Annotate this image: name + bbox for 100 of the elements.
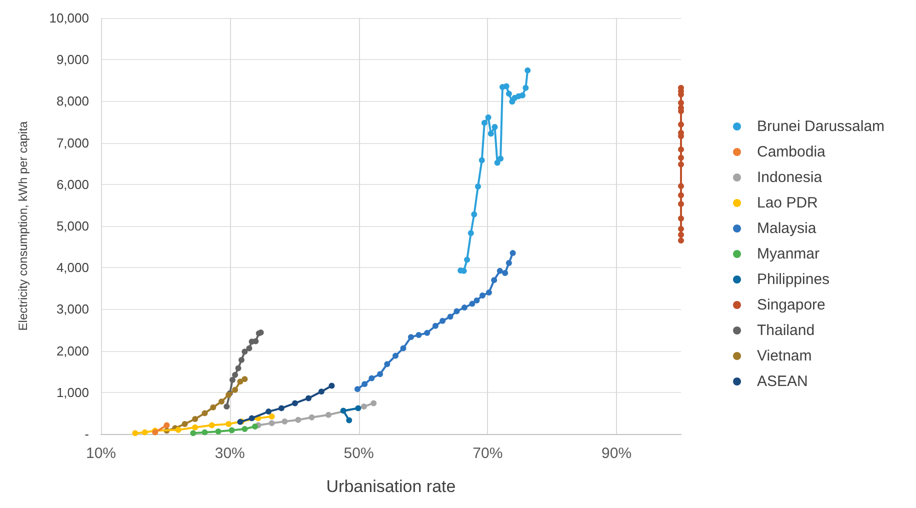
point: [340, 408, 346, 414]
point: [478, 157, 485, 164]
point: [132, 430, 138, 436]
legend-label: Brunei Darussalam: [757, 118, 885, 135]
point: [346, 417, 352, 424]
point: [377, 371, 384, 378]
point: [678, 232, 684, 238]
point: [142, 429, 148, 436]
point: [306, 395, 312, 402]
point: [360, 404, 367, 410]
point: [362, 381, 368, 388]
y-tick-label: 7,000: [56, 135, 89, 150]
point: [308, 414, 315, 420]
point: [678, 100, 684, 106]
point: [215, 428, 222, 434]
y-tick-label: 10,000: [49, 10, 89, 26]
point: [678, 192, 684, 198]
point: [678, 183, 684, 190]
point: [461, 304, 468, 311]
point: [224, 404, 230, 410]
point: [190, 430, 196, 436]
point: [182, 421, 188, 428]
point: [202, 429, 208, 436]
point: [492, 124, 498, 130]
point: [292, 400, 298, 406]
point: [678, 121, 684, 128]
point: [678, 216, 684, 222]
point: [474, 297, 480, 304]
point: [510, 250, 516, 256]
point: [252, 424, 258, 430]
point: [202, 410, 208, 416]
legend-label: Lao PDR: [757, 194, 818, 212]
point: [232, 372, 238, 378]
point: [218, 398, 225, 405]
point: [355, 405, 362, 412]
y-tick-label: 9,000: [56, 52, 89, 68]
point: [192, 424, 198, 430]
point: [268, 420, 275, 426]
point: [498, 156, 504, 162]
point: [328, 382, 335, 389]
point: [392, 352, 399, 359]
point: [506, 260, 512, 266]
point: [368, 375, 375, 382]
legend-label: Singapore: [757, 296, 826, 314]
x-tick-label: 70%: [472, 445, 503, 462]
point: [481, 120, 488, 126]
point: [678, 226, 684, 232]
point: [432, 322, 438, 329]
x-tick-label: 90%: [602, 445, 632, 462]
x-axis-title: Urbanisation rate: [326, 477, 456, 496]
point: [295, 416, 302, 423]
point: [408, 334, 414, 340]
point: [400, 345, 406, 352]
point: [447, 314, 454, 320]
legend-label: Vietnam: [757, 348, 812, 364]
legend-label: ASEAN: [757, 373, 808, 390]
point: [496, 268, 503, 274]
point: [237, 378, 244, 385]
point: [354, 386, 360, 392]
point: [242, 426, 248, 432]
point: [242, 376, 248, 382]
point: [424, 330, 430, 336]
point: [678, 154, 684, 161]
y-tick-label: 5,000: [56, 218, 89, 234]
point: [248, 415, 255, 422]
point: [242, 348, 248, 355]
point: [325, 412, 332, 418]
y-axis-title: Electricity consumption, kWh per capita: [16, 120, 30, 331]
legend-label: Philippines: [757, 271, 830, 288]
point: [416, 332, 422, 338]
point: [226, 421, 232, 428]
y-tick-label: 3,000: [56, 302, 89, 317]
point: [486, 290, 492, 296]
point: [228, 427, 235, 434]
y-tick-label: 2,000: [56, 343, 89, 358]
point: [278, 405, 284, 412]
point: [506, 90, 512, 97]
point: [502, 270, 508, 276]
point: [678, 161, 684, 168]
legend-label: Cambodia: [757, 144, 826, 160]
point: [480, 292, 486, 298]
point: [468, 230, 474, 236]
x-tick-label: 50%: [344, 445, 374, 462]
point: [235, 365, 242, 372]
point: [491, 277, 498, 284]
y-tick-label: -: [84, 426, 89, 442]
y-tick-label: 4,000: [56, 260, 89, 276]
y-tick-label: 6,000: [56, 176, 89, 192]
y-tick-label: 1,000: [56, 384, 89, 400]
point: [471, 211, 478, 218]
point: [232, 386, 238, 393]
legend-label: Indonesia: [757, 169, 823, 186]
point: [524, 67, 531, 74]
point: [384, 361, 390, 368]
point: [488, 130, 494, 137]
point: [238, 356, 244, 363]
x-tick-label: 30%: [214, 445, 245, 462]
legend-label: Myanmar: [757, 246, 820, 262]
point: [175, 426, 182, 433]
point: [440, 318, 446, 324]
